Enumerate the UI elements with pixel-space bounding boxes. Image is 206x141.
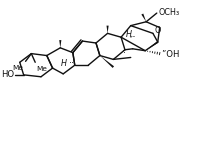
Polygon shape — [100, 56, 114, 68]
Text: ·: · — [123, 49, 126, 58]
Text: ·: · — [71, 59, 74, 68]
Text: HO: HO — [1, 70, 14, 79]
Text: ’’OH: ’’OH — [162, 50, 180, 59]
Text: ,: , — [130, 30, 132, 39]
Polygon shape — [145, 41, 158, 51]
Polygon shape — [141, 14, 146, 22]
Text: OCH₃: OCH₃ — [159, 8, 180, 17]
Polygon shape — [59, 40, 61, 48]
Text: Me: Me — [12, 65, 23, 71]
Text: H: H — [126, 30, 132, 39]
Polygon shape — [107, 26, 109, 33]
Text: H: H — [61, 59, 67, 68]
Text: ..: .. — [132, 32, 136, 38]
Text: Me: Me — [36, 66, 47, 72]
Text: ·: · — [69, 59, 72, 68]
Text: O: O — [155, 26, 161, 35]
Text: ·: · — [122, 47, 124, 56]
